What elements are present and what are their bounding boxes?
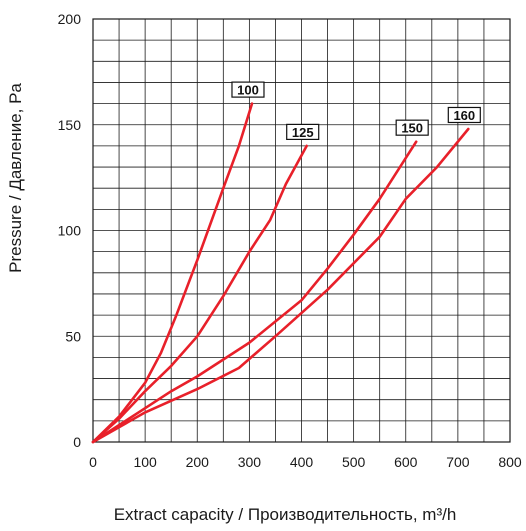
x-tick-label: 400 [290, 454, 314, 470]
series-line-150 [91, 140, 418, 444]
x-tick-label: 300 [238, 454, 262, 470]
y-tick-label: 0 [73, 434, 81, 450]
x-tick-label: 700 [446, 454, 470, 470]
y-axis-title: Pressure / Давление, Pa [6, 83, 25, 273]
x-tick-label: 200 [186, 454, 210, 470]
x-tick-label: 800 [498, 454, 522, 470]
series-tags: 100 125 150 160 [231, 81, 481, 141]
x-tick-label: 500 [342, 454, 366, 470]
series-tag-box-150 [395, 119, 429, 136]
grid [92, 18, 511, 443]
y-tick-label: 50 [65, 328, 81, 344]
x-tick-label: 600 [394, 454, 418, 470]
series-line-160 [91, 127, 470, 444]
y-tick-label: 150 [58, 117, 82, 133]
series-tag-160: 160 [453, 108, 475, 123]
series-lines [91, 102, 470, 444]
plot-frame [92, 18, 511, 443]
series-tag-box-100 [231, 81, 265, 98]
y-tick-labels: 0 50 100 150 200 [58, 11, 82, 450]
series-tag-125: 125 [292, 125, 314, 140]
x-tick-label: 100 [133, 454, 157, 470]
x-axis-title: Extract capacity / Производительность, m… [114, 505, 457, 524]
series-tag-box-160 [447, 106, 481, 124]
series-line-125 [91, 144, 309, 444]
series-tag-150: 150 [401, 121, 423, 136]
x-tick-label: 0 [89, 454, 97, 470]
y-tick-label: 100 [58, 223, 82, 239]
series-line-100 [91, 102, 254, 444]
series-tag-100: 100 [237, 83, 259, 98]
x-tick-labels: 0 100 200 300 400 500 600 700 800 [89, 454, 522, 470]
y-tick-label: 200 [58, 11, 82, 27]
series-tag-box-125 [286, 123, 320, 141]
